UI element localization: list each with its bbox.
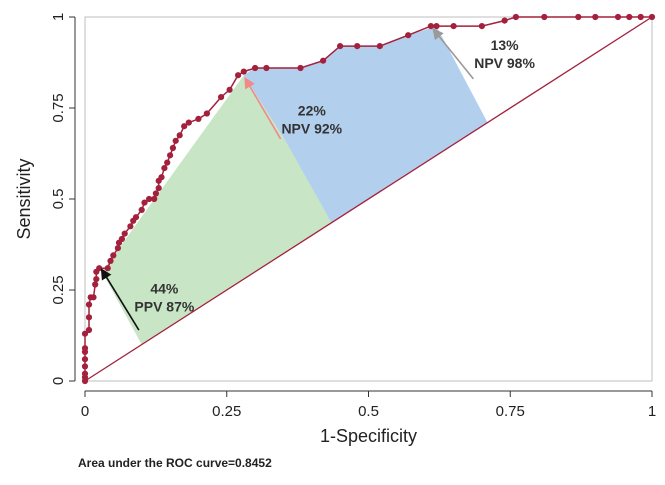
roc-point [337, 43, 344, 50]
y-tick-label: 0 [50, 377, 67, 385]
shaded-region-1 [102, 68, 332, 345]
roc-point [433, 23, 440, 30]
roc-point [320, 57, 327, 64]
x-tick-label: 1 [648, 403, 656, 420]
roc-point [81, 356, 89, 363]
roc-point [81, 345, 89, 352]
roc-point [146, 195, 153, 203]
roc-point [203, 110, 210, 117]
roc-point [110, 252, 117, 259]
roc-point [141, 199, 148, 206]
annotation-label: 13% [491, 37, 520, 53]
annotation-label: 44% [150, 281, 179, 297]
plot-frame [84, 16, 653, 382]
roc-point [592, 13, 599, 21]
roc-point [81, 370, 89, 377]
roc-point [85, 301, 93, 308]
roc-point [151, 195, 158, 203]
roc-point [575, 13, 582, 21]
roc-point [240, 68, 247, 75]
x-tick-label: 0 [81, 403, 89, 420]
x-tick-label: 0.25 [212, 403, 241, 420]
roc-point [637, 13, 644, 21]
shaded-region-2 [243, 26, 488, 223]
roc-point [127, 223, 134, 230]
roc-point [626, 13, 633, 21]
roc-point [376, 43, 383, 50]
roc-point [81, 363, 89, 370]
roc-point [235, 72, 242, 79]
axes-layer: 0 0.25 0.5 0.75 1 0 0.25 0.5 0.75 1 1-Specificity S… [14, 13, 656, 446]
x-axis-title: 1-Specificity [320, 426, 417, 446]
y-tick-label: 0.75 [50, 93, 67, 122]
y-tick-label: 0.5 [50, 189, 67, 210]
roc-point [169, 144, 176, 152]
annotation-label: PPV 87% [134, 299, 194, 315]
roc-point [427, 23, 434, 30]
roc-point [226, 86, 233, 93]
annotation-label: NPV 92% [281, 120, 342, 136]
roc-point [252, 64, 259, 72]
roc-point [512, 13, 520, 21]
frame-layer [84, 16, 653, 382]
roc-point [501, 17, 508, 24]
y-tick-label: 0.25 [50, 275, 67, 304]
roc-point [181, 123, 188, 130]
roc-point [158, 174, 165, 181]
roc-point [138, 206, 145, 213]
roc-point [107, 257, 114, 264]
roc-point [104, 265, 111, 272]
roc-point [478, 23, 485, 30]
roc-point [92, 281, 99, 288]
annotation-arrow [432, 27, 475, 80]
roc-point [96, 265, 103, 272]
roc-point [132, 214, 140, 221]
annotation-label: NPV 98% [474, 55, 535, 71]
curve-layer [81, 13, 656, 385]
annotations-layer: 44% PPV 87% 22% NPV 92% 13% NPV 98% [100, 27, 535, 331]
x-tick-label: 0.75 [496, 403, 525, 420]
annotation-label: 22% [298, 102, 327, 118]
roc-point [172, 137, 179, 144]
roc-point [155, 185, 162, 192]
y-axis-title: Sensitivity [14, 158, 34, 239]
y-tick-label: 1 [50, 13, 67, 21]
roc-point [450, 23, 457, 30]
roc-point [614, 13, 622, 21]
auc-footnote: Area under the ROC curve=0.8452 [78, 456, 272, 470]
roc-point [195, 115, 202, 122]
roc-point [354, 43, 361, 50]
roc-point [218, 94, 225, 101]
roc-point [118, 235, 125, 243]
roc-point [297, 64, 304, 72]
roc-point [81, 330, 89, 337]
roc-point [164, 159, 171, 166]
roc-point [648, 13, 656, 21]
roc-point [405, 32, 412, 39]
roc-point [161, 165, 168, 172]
roc-point [167, 152, 174, 159]
annotation-arrow [100, 268, 140, 331]
roc-point [85, 326, 93, 334]
x-tick-label: 0.5 [358, 403, 379, 420]
roc-point [152, 190, 159, 197]
annotation-arrow [244, 76, 282, 140]
roc-point [176, 132, 183, 139]
roc-point [114, 245, 121, 252]
roc-point [93, 276, 100, 283]
roc-point [541, 13, 548, 21]
reference-diagonal [84, 16, 653, 382]
roc-point [85, 314, 93, 321]
roc-point [90, 294, 97, 301]
regions-layer [102, 26, 488, 345]
diagonal-layer [84, 16, 653, 382]
roc-point [263, 64, 270, 72]
roc-point [121, 230, 128, 237]
roc-point [185, 119, 192, 126]
